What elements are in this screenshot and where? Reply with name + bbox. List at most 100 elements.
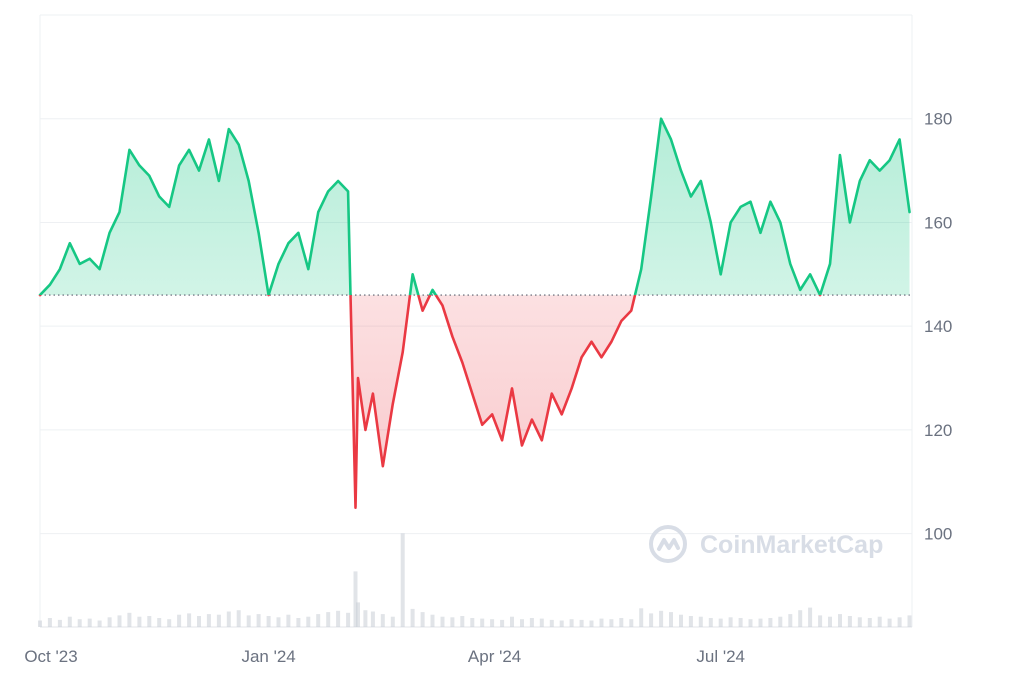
volume-bar <box>698 616 703 627</box>
volume-bar <box>197 616 201 627</box>
volume-bar <box>206 614 211 627</box>
volume-bar <box>276 617 281 627</box>
volume-bar <box>500 619 505 627</box>
volume-bar <box>127 612 132 627</box>
volume-bar <box>236 610 241 627</box>
volume-bar <box>549 619 554 627</box>
volume-bar <box>316 614 321 627</box>
volume-bar <box>877 616 882 627</box>
x-tick-label: Jul '24 <box>696 647 745 666</box>
volume-bar <box>216 614 221 627</box>
volume-bar <box>256 614 261 627</box>
volume-bar <box>137 616 142 627</box>
volume-bar <box>520 619 524 627</box>
volume-bar <box>246 615 251 627</box>
volume-bar <box>157 618 162 627</box>
volume-bar <box>336 610 341 627</box>
volume-bar <box>798 610 803 627</box>
volume-bar <box>738 618 743 627</box>
x-tick-label: Apr '24 <box>468 647 521 666</box>
volume-bar <box>57 619 62 627</box>
volume-bar <box>306 616 311 627</box>
y-tick-label: 160 <box>924 214 952 233</box>
volume-bar <box>87 618 92 627</box>
volume-bar <box>669 612 673 627</box>
volume-bars <box>38 533 912 627</box>
volume-bar <box>450 617 455 627</box>
x-tick-label: Jan '24 <box>241 647 295 666</box>
x-tick-label: Oct '23 <box>24 647 77 666</box>
volume-bar <box>117 615 122 627</box>
x-axis: Oct '23 Jan '24 Apr '24 Jul '24 <box>24 647 745 666</box>
price-line-down <box>38 295 822 510</box>
volume-bar <box>286 614 291 627</box>
price-line <box>38 117 911 510</box>
volume-bar <box>107 617 112 627</box>
volume-bar <box>788 614 793 627</box>
volume-bar <box>838 614 842 627</box>
volume-bar <box>688 616 693 627</box>
y-tick-label: 100 <box>924 525 952 544</box>
volume-bar <box>363 610 368 627</box>
volume-bar <box>748 619 753 627</box>
volume-bar <box>659 610 664 627</box>
volume-bar <box>326 612 331 627</box>
volume-bar <box>629 619 634 627</box>
volume-bar <box>718 618 723 627</box>
volume-bar <box>430 614 435 627</box>
volume-bar <box>559 620 564 627</box>
volume-bar <box>897 617 902 627</box>
volume-bar <box>589 620 594 627</box>
volume-bar <box>177 614 182 627</box>
volume-bar <box>619 618 624 627</box>
volume-bar <box>346 612 351 627</box>
volume-bar <box>649 613 654 627</box>
volume-bar <box>226 611 231 627</box>
volume-bar <box>639 608 644 627</box>
watermark-text: CoinMarketCap <box>700 531 883 559</box>
volume-bar <box>400 533 405 627</box>
volume-bar <box>380 614 385 627</box>
volume-bar <box>480 618 485 627</box>
volume-bar <box>818 615 823 627</box>
volume-bar <box>679 614 683 627</box>
volume-bar <box>609 619 614 627</box>
volume-bar <box>440 616 445 627</box>
volume-bar <box>708 618 713 627</box>
price-area <box>40 118 910 508</box>
price-line-up <box>38 117 911 296</box>
volume-bar <box>569 619 574 627</box>
volume-bar <box>167 619 172 627</box>
volume-bar <box>887 618 892 627</box>
volume-bar <box>460 616 465 627</box>
volume-bar <box>147 616 152 627</box>
volume-bar <box>390 616 395 627</box>
volume-bar <box>410 608 415 627</box>
volume-bar <box>77 619 82 627</box>
volume-bar <box>38 620 42 627</box>
volume-bar <box>470 618 475 627</box>
y-tick-label: 140 <box>924 317 952 336</box>
volume-bar <box>768 618 773 627</box>
volume-bar <box>808 607 813 627</box>
watermark: CoinMarketCap <box>649 525 883 563</box>
volume-bar <box>353 571 358 627</box>
volume-bar <box>97 620 102 627</box>
volume-bar <box>599 618 604 627</box>
volume-bar <box>296 618 301 627</box>
volume-bar <box>728 617 733 627</box>
volume-bar <box>187 613 192 627</box>
area-below-baseline <box>40 295 910 508</box>
area-above-baseline <box>40 118 910 296</box>
y-tick-label: 180 <box>924 110 952 129</box>
volume-bar <box>847 616 852 627</box>
volume-bar <box>356 602 360 627</box>
volume-bar <box>490 619 495 627</box>
volume-bar <box>907 615 912 627</box>
volume-bar <box>539 618 544 627</box>
volume-bar <box>828 616 832 627</box>
volume-bar <box>266 616 271 627</box>
volume-bar <box>758 618 763 627</box>
